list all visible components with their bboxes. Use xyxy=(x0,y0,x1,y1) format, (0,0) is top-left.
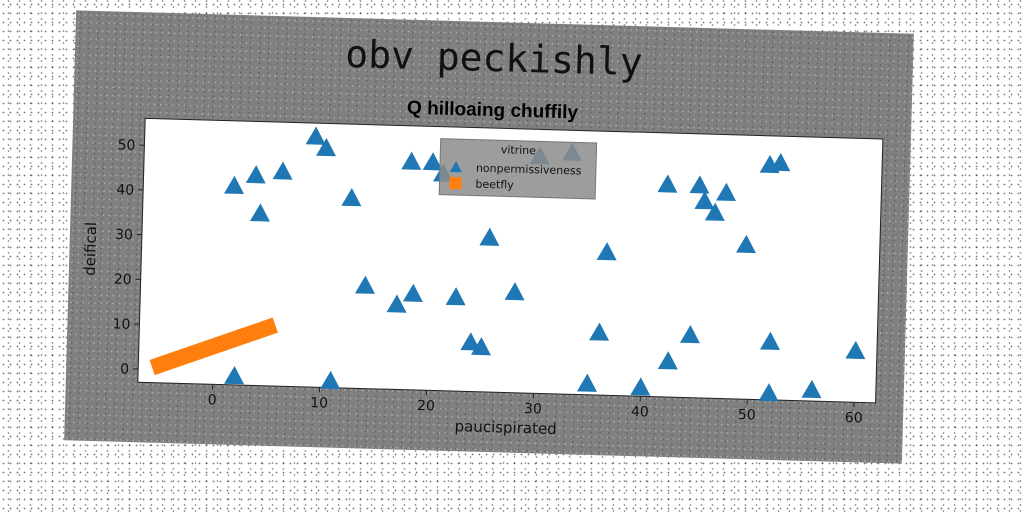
data-point xyxy=(470,337,491,356)
data-point xyxy=(316,138,337,157)
data-point xyxy=(657,351,678,370)
data-point xyxy=(460,332,481,351)
data-point xyxy=(320,370,341,390)
data-point xyxy=(401,151,422,170)
data-point xyxy=(386,294,407,313)
x-tick-label: 50 xyxy=(738,407,756,423)
x-tick-label: 60 xyxy=(845,410,863,426)
y-tick-label: 20 xyxy=(114,272,132,288)
data-point xyxy=(589,322,610,341)
legend-marker xyxy=(449,176,462,190)
x-tick-label: 10 xyxy=(310,395,328,411)
data-point xyxy=(224,175,245,195)
x-axis-label: paucispirated xyxy=(454,417,557,438)
data-point xyxy=(576,373,597,392)
data-point xyxy=(735,234,756,254)
data-point xyxy=(504,282,525,301)
data-point xyxy=(801,379,822,399)
legend-label: nonpermissiveness xyxy=(476,162,582,178)
data-point xyxy=(704,202,725,221)
data-point xyxy=(245,165,266,184)
data-line xyxy=(149,317,278,376)
data-point xyxy=(845,340,866,360)
data-point xyxy=(596,242,617,261)
x-tick-label: 40 xyxy=(631,404,649,420)
data-point xyxy=(341,187,362,207)
legend-box xyxy=(438,138,598,200)
y-tick-label: 0 xyxy=(120,361,129,377)
x-tick-label: 20 xyxy=(417,398,435,414)
y-axis-label: deifical xyxy=(81,222,101,276)
data-point xyxy=(479,227,500,246)
scatter-chart: 0 10 20 30 40 50 60 0 10 20 30 40 50 paucispirated dei… xyxy=(81,117,884,438)
y-tick-label: 40 xyxy=(116,182,134,198)
x-tick-label: 30 xyxy=(524,401,542,417)
data-point xyxy=(770,152,791,172)
data-point xyxy=(657,174,678,193)
data-point xyxy=(758,383,779,402)
data-point xyxy=(630,377,651,396)
data-point xyxy=(445,287,466,306)
data-point xyxy=(224,365,245,385)
data-point xyxy=(716,182,737,202)
data-point xyxy=(272,161,293,180)
data-point xyxy=(422,152,443,171)
data-point xyxy=(689,175,710,194)
y-tick-label: 30 xyxy=(115,227,133,243)
x-tick-label: 0 xyxy=(208,392,217,408)
data-point xyxy=(402,283,423,302)
data-point xyxy=(354,275,375,294)
data-point xyxy=(679,325,700,344)
figure-canvas: obv peckishly Q hilloaing chuffily 0 10 20… xyxy=(64,10,914,464)
data-point xyxy=(760,331,781,350)
y-tick-label: 50 xyxy=(117,137,135,153)
data-point xyxy=(305,126,326,145)
y-tick-label: 10 xyxy=(112,316,130,332)
data-point xyxy=(694,191,715,210)
legend-marker xyxy=(449,161,462,173)
legend-title: vitrine xyxy=(501,143,537,157)
legend-label: beetfly xyxy=(475,178,514,192)
data-point xyxy=(250,203,270,222)
